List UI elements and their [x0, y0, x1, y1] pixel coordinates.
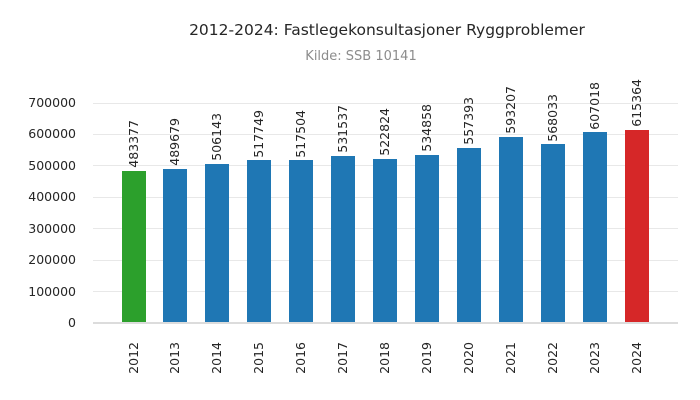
bar-2015	[247, 160, 272, 323]
bar-value-label: 517504	[293, 109, 309, 158]
bar-value-label: 534858	[418, 104, 434, 152]
y-tick-label: 500000	[28, 157, 76, 173]
x-tick-label: 2019	[418, 342, 434, 374]
bar-2016	[289, 160, 314, 323]
y-tick-label: 700000	[28, 95, 76, 110]
x-tick-label: 2024	[628, 342, 644, 374]
bar-value-label: 489679	[167, 118, 183, 167]
bar-2017	[331, 155, 356, 323]
chart-subtitle: Kilde: SSB 10141	[305, 49, 417, 64]
bar-value-label: 568033	[544, 93, 560, 142]
bar-2014	[205, 163, 230, 323]
y-tick-label: 600000	[28, 126, 76, 142]
gridline	[93, 133, 678, 135]
bar-value-label: 522824	[377, 107, 392, 156]
bar-2018	[373, 158, 398, 323]
bar-2022	[541, 144, 566, 323]
x-tick-label: 2016	[293, 342, 309, 374]
y-tick-label: 300000	[28, 220, 76, 236]
bar-value-label: 557393	[460, 97, 476, 145]
bar-value-label: 593207	[502, 85, 518, 134]
x-tick-label: 2015	[251, 342, 267, 374]
bar-2021	[499, 136, 524, 323]
x-tick-label: 2021	[502, 342, 518, 374]
y-tick-label: 200000	[28, 252, 76, 268]
x-tick-label: 2012	[125, 342, 141, 374]
bar-2013	[163, 169, 188, 323]
y-tick-label: 400000	[28, 189, 76, 205]
bar-2012	[121, 171, 146, 323]
bar-value-label: 517749	[251, 109, 267, 158]
x-tick-label: 2013	[167, 342, 183, 374]
bar-2020	[457, 147, 482, 323]
y-tick-label: 100000	[28, 283, 76, 299]
bar-2019	[415, 154, 440, 323]
x-tick-label: 2018	[377, 342, 392, 374]
y-tick-label: 0	[68, 315, 76, 330]
x-tick-label: 2020	[460, 342, 476, 374]
x-tick-label: 2014	[209, 342, 225, 374]
x-tick-label: 2017	[335, 342, 351, 374]
x-axis-baseline	[93, 322, 678, 324]
chart-title: 2012-2024: Fastlegekonsultasjoner Ryggpr…	[189, 21, 585, 39]
bar-value-label: 615364	[628, 78, 644, 127]
bar-2024	[625, 129, 650, 323]
bar-value-label: 506143	[209, 113, 225, 161]
bar-value-label: 483377	[125, 120, 141, 169]
bar-value-label: 607018	[586, 81, 602, 130]
x-tick-label: 2022	[544, 342, 560, 374]
x-tick-label: 2023	[586, 342, 602, 374]
bar-2023	[583, 132, 608, 323]
plot-area: 483377 489679 506143 517749 517504 531537 5228…	[93, 79, 678, 324]
gridline	[93, 102, 678, 104]
bar-value-label: 531537	[335, 105, 351, 153]
